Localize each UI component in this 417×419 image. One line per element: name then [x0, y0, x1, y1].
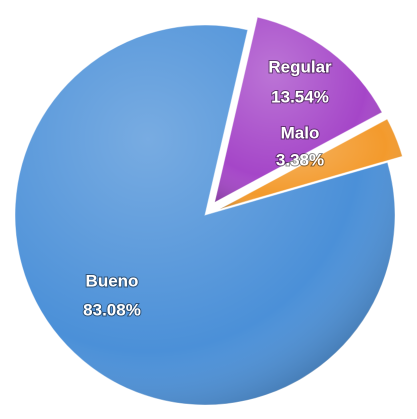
slice-value-label: 13.54%: [271, 87, 329, 106]
slice-shine: [214, 17, 383, 203]
slice-label: Malo: [281, 123, 320, 142]
pie: [14, 16, 403, 406]
slice-value-label: 3.38%: [276, 150, 324, 169]
slice-value-label: 83.08%: [83, 300, 141, 319]
slice-shine: [15, 24, 396, 405]
labels: Regular 13.54% Malo 3.38% Bueno 83.08%: [82, 56, 333, 320]
slice-label: Regular: [268, 57, 332, 76]
slice-shine: [219, 119, 403, 209]
slice-label: Bueno: [86, 271, 139, 290]
